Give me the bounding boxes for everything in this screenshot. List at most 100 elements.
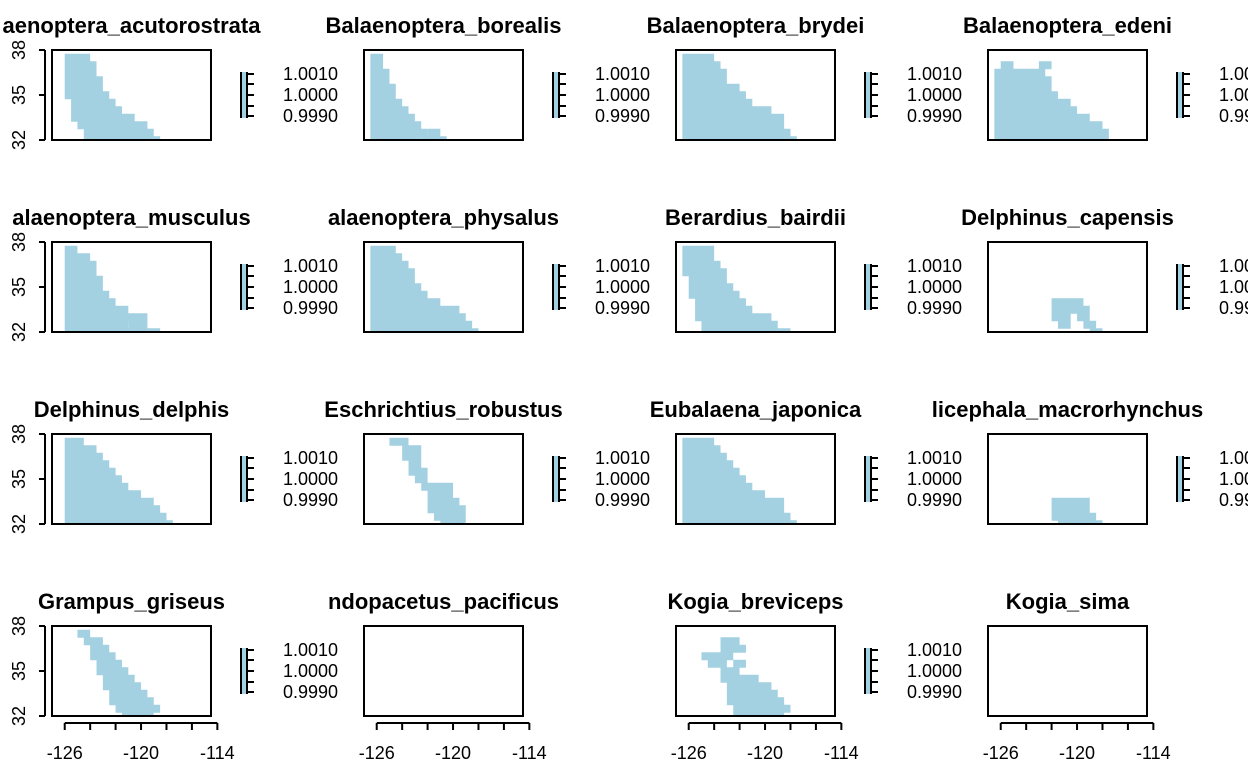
raster-cell [427, 505, 466, 514]
x-tick-label: -114 [200, 743, 235, 763]
raster-cell [370, 275, 415, 284]
raster-cell [64, 437, 84, 446]
raster-cell [682, 505, 785, 514]
plot-frame [51, 241, 212, 333]
raster-cell [682, 268, 727, 277]
legend-label: 1.0010 [1219, 448, 1248, 468]
raster-cell [427, 497, 460, 506]
raster-cell [96, 659, 122, 668]
panel: Delphinus_delphis 32 35 38 1.00101.00000.999… [9, 397, 338, 534]
raster-cell [370, 320, 473, 329]
panel: aenoptera_acutorostrata 32 35 38 1.00101.000… [3, 13, 339, 150]
raster-cell [682, 76, 727, 85]
x-tick-label: -120 [435, 743, 471, 763]
raster-cell [682, 61, 721, 70]
raster-cell [64, 445, 97, 454]
raster-cell [370, 113, 415, 122]
legend-label: 1.0000 [907, 85, 962, 105]
raster-cell [682, 482, 753, 491]
raster-cell [90, 652, 116, 661]
raster-cell [64, 497, 154, 506]
raster-cell [370, 313, 466, 322]
raster-cell [994, 106, 1078, 115]
y-tick-label: 38 [9, 232, 29, 252]
raster-cell [682, 68, 727, 77]
raster-cell [726, 689, 778, 698]
panel-title: Delphinus_delphis [34, 397, 230, 422]
panel-title: Delphinus_capensis [961, 205, 1174, 230]
legend-colorbar [1177, 72, 1183, 118]
raster-cell [64, 275, 103, 284]
raster-cell [682, 253, 715, 262]
legend-label: 1.0010 [907, 256, 962, 276]
x-tick-label: -126 [983, 743, 1019, 763]
legend-label: 1.0010 [595, 448, 650, 468]
raster-cell [682, 245, 715, 254]
legend-label: 1.0010 [1219, 64, 1248, 84]
raster-cell [102, 674, 135, 683]
raster-cell [433, 512, 466, 521]
legend-label: 1.0000 [907, 469, 962, 489]
raster-cell [682, 452, 727, 461]
raster-cell [994, 121, 1103, 130]
legend-label: 1.0010 [283, 448, 338, 468]
panel: Kogia_sima -126 -120 -114 [983, 589, 1171, 763]
x-tick-label: -114 [1136, 743, 1171, 763]
panel-title: Kogia_sima [1006, 589, 1130, 614]
raster-cell [71, 113, 135, 122]
raster-cell [994, 83, 1052, 92]
y-tick-label: 38 [9, 40, 29, 60]
panel-title: Grampus_griseus [38, 589, 225, 614]
y-tick-label: 35 [9, 277, 29, 297]
x-tick-label: -120 [1059, 743, 1095, 763]
x-tick-label: -126 [359, 743, 395, 763]
raster-cell [64, 490, 142, 499]
raster-cell [64, 68, 97, 77]
legend-label: 0.9990 [595, 106, 650, 126]
legend-label: 0.9990 [283, 106, 338, 126]
raster-cell [1051, 313, 1071, 322]
legend-label: 1.0000 [1219, 277, 1248, 297]
raster-cell [720, 667, 740, 676]
raster-cell [994, 68, 1046, 77]
raster-cell [682, 98, 753, 107]
raster-cell [427, 128, 441, 137]
raster-cell [682, 128, 791, 137]
raster-cell [707, 659, 727, 668]
panel-title: Kogia_breviceps [667, 589, 843, 614]
y-tick-label: 32 [9, 514, 29, 534]
raster-cell [688, 290, 740, 299]
raster-cell [1051, 305, 1090, 314]
panel-title: Balaenoptera_edeni [963, 13, 1172, 38]
raster-cell [370, 98, 403, 107]
raster-cell [453, 520, 466, 525]
raster-cell [77, 629, 91, 638]
raster-cell [1051, 497, 1090, 506]
raster-cell [994, 98, 1071, 107]
plot-frame [675, 625, 836, 717]
legend-colorbar [1177, 264, 1183, 310]
legend-label: 1.0010 [595, 256, 650, 276]
raster-cell [370, 128, 428, 137]
panel: licephala_macrorhynchus 1.00101.00000.999… [932, 397, 1248, 525]
x-tick-label: -120 [123, 743, 159, 763]
plot-frame [675, 241, 836, 333]
legend-label: 1.0010 [283, 256, 338, 276]
raster-cell [64, 83, 103, 92]
legend-label: 1.0010 [907, 448, 962, 468]
raster-cell [682, 497, 785, 506]
raster-cell [1038, 61, 1052, 70]
y-tick-label: 32 [9, 706, 29, 726]
raster-cell [64, 253, 91, 262]
raster-cell [682, 520, 797, 525]
panel: Grampus_griseus 32 35 38 -126 -120 -114 1.00101… [9, 589, 338, 763]
y-tick-label: 32 [9, 130, 29, 150]
raster-cell [64, 298, 116, 307]
